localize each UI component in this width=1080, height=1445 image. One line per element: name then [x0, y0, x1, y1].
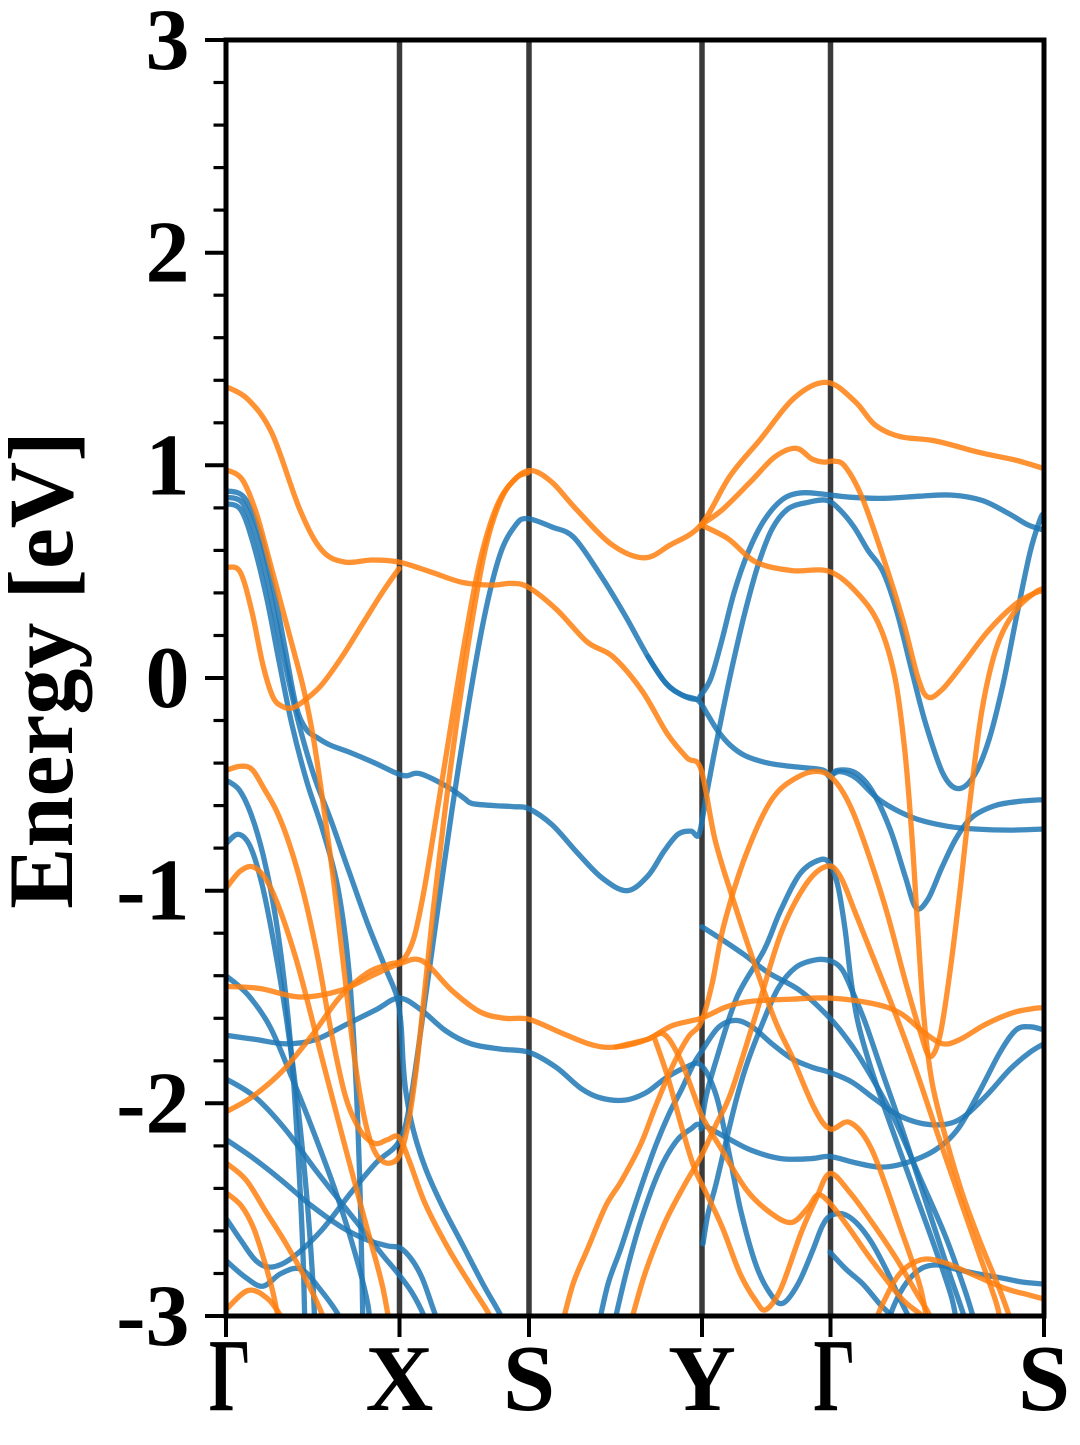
svg-text:Y: Y — [668, 1327, 736, 1431]
svg-text:S: S — [503, 1327, 555, 1431]
svg-text:3: 3 — [146, 0, 190, 89]
svg-text:0: 0 — [146, 630, 190, 727]
svg-text:2: 2 — [146, 205, 190, 302]
svg-text:Energy [eV]: Energy [eV] — [0, 431, 92, 909]
svg-text:1: 1 — [146, 417, 190, 514]
svg-text:-1: -1 — [116, 843, 189, 940]
svg-text:-2: -2 — [116, 1055, 189, 1152]
svg-text:X: X — [366, 1327, 434, 1431]
svg-text:Γ: Γ — [814, 1318, 856, 1433]
svg-text:Γ: Γ — [209, 1318, 251, 1433]
svg-text:-3: -3 — [116, 1268, 189, 1365]
svg-text:S: S — [1018, 1327, 1070, 1431]
